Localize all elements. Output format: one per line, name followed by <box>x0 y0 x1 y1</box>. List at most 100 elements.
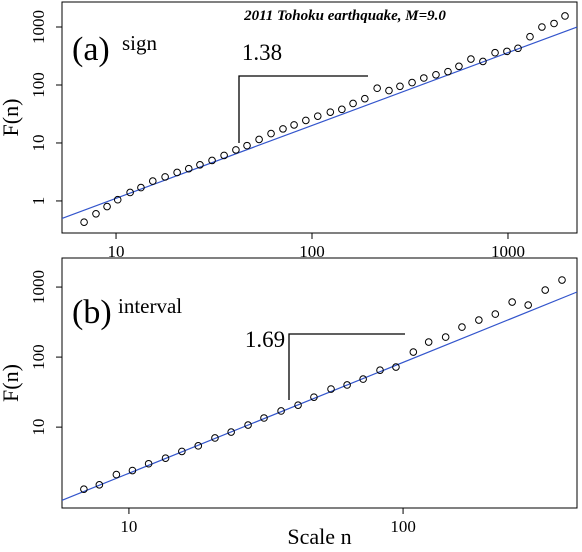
y-tick-label: 100 <box>29 344 48 370</box>
y-tick-label: 10 <box>29 419 48 436</box>
plot-frame <box>61 1 578 234</box>
slope-label: 1.69 <box>245 327 285 352</box>
data-point <box>294 401 302 409</box>
data-point <box>95 481 104 489</box>
data-point <box>232 146 240 154</box>
panel-sublabel: sign <box>122 31 158 55</box>
y-tick-label: 1000 <box>29 270 48 304</box>
data-point <box>424 338 433 346</box>
data-point <box>343 381 351 389</box>
data-point <box>144 459 153 468</box>
x-tick-label: 100 <box>390 517 416 536</box>
data-point <box>194 442 203 450</box>
y-axis-label: F(n) <box>0 99 23 137</box>
data-point <box>326 108 335 116</box>
data-point <box>361 94 369 103</box>
data-point <box>349 99 357 108</box>
data-point <box>408 78 416 87</box>
data-point <box>508 298 516 306</box>
data-point <box>112 470 121 479</box>
data-point <box>260 414 268 422</box>
data-point <box>173 168 181 177</box>
x-axis-label: Scale n <box>287 524 351 549</box>
data-point <box>313 112 322 120</box>
x-tick-label: 10 <box>108 242 125 261</box>
data-point <box>113 195 122 204</box>
data-point <box>561 12 569 20</box>
data-point <box>558 276 566 284</box>
slope-bracket <box>288 333 405 400</box>
panel-label: (a) <box>72 31 110 68</box>
data-point <box>432 70 440 79</box>
x-tick-label: 100 <box>299 242 325 261</box>
data-point <box>92 210 100 218</box>
y-tick-label: 100 <box>29 72 48 98</box>
data-point <box>161 454 170 462</box>
panel-sublabel: interval <box>118 294 182 318</box>
data-point <box>455 62 463 71</box>
y-tick-label: 1000 <box>29 10 48 44</box>
data-point <box>514 44 522 53</box>
data-point <box>290 121 298 129</box>
data-point <box>359 375 367 383</box>
data-point <box>161 173 169 181</box>
data-point <box>128 466 137 475</box>
data-point <box>550 19 558 28</box>
y-tick-label: 1 <box>29 197 48 206</box>
data-point <box>376 366 384 374</box>
data-point <box>80 218 88 226</box>
data-point <box>126 188 134 197</box>
y-tick-label: 10 <box>29 134 48 151</box>
data-point <box>444 67 452 76</box>
data-point <box>409 348 418 356</box>
data-point <box>385 86 393 95</box>
data-point <box>137 183 145 192</box>
data-point <box>196 161 204 169</box>
data-point <box>255 135 263 144</box>
data-point <box>541 286 550 294</box>
data-point <box>524 301 532 309</box>
data-point <box>220 151 228 160</box>
x-tick-label: 1000 <box>491 242 525 261</box>
data-point <box>491 48 499 57</box>
data-point <box>420 74 428 82</box>
slope-label: 1.38 <box>242 40 282 65</box>
y-axis-label: F(n) <box>0 364 23 402</box>
data-point <box>338 105 346 114</box>
slope-bracket <box>238 75 368 143</box>
data-point <box>103 202 111 211</box>
data-point <box>302 116 310 125</box>
data-point <box>277 407 285 415</box>
data-point <box>211 434 219 442</box>
data-point <box>327 385 335 393</box>
data-point <box>148 177 157 185</box>
data-point <box>392 363 400 371</box>
data-point <box>538 23 546 31</box>
data-point <box>184 164 193 173</box>
data-point <box>80 485 88 493</box>
data-point <box>279 125 287 133</box>
data-point <box>244 421 252 429</box>
data-point <box>467 55 475 63</box>
x-tick-label: 10 <box>120 517 137 536</box>
data-point <box>243 141 251 150</box>
data-point <box>475 316 483 324</box>
data-point <box>227 428 235 436</box>
data-point <box>310 393 318 401</box>
data-point <box>208 156 216 165</box>
data-point <box>396 82 404 91</box>
data-point <box>178 447 186 456</box>
data-point <box>526 32 534 41</box>
data-point <box>441 333 450 341</box>
chart-title: 2011 Tohoku earthquake, M=9.0 <box>243 8 446 24</box>
fit-line <box>61 26 578 219</box>
fit-line <box>61 291 578 501</box>
data-point <box>373 84 381 93</box>
panel-label: (b) <box>72 294 112 331</box>
data-point <box>503 47 511 56</box>
data-point <box>458 323 466 331</box>
data-point <box>479 57 487 66</box>
data-point <box>267 129 275 138</box>
